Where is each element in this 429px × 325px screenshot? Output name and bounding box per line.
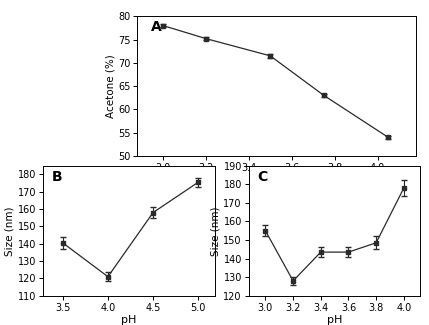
- X-axis label: pH: pH: [121, 316, 136, 325]
- Text: C: C: [257, 170, 268, 184]
- X-axis label: pH: pH: [269, 176, 284, 186]
- Text: B: B: [51, 170, 62, 184]
- Y-axis label: Acetone (%): Acetone (%): [105, 54, 115, 118]
- Y-axis label: Size (nm): Size (nm): [5, 206, 15, 255]
- X-axis label: pH: pH: [327, 316, 342, 325]
- Y-axis label: Size (nm): Size (nm): [211, 206, 221, 255]
- Text: A: A: [151, 20, 162, 34]
